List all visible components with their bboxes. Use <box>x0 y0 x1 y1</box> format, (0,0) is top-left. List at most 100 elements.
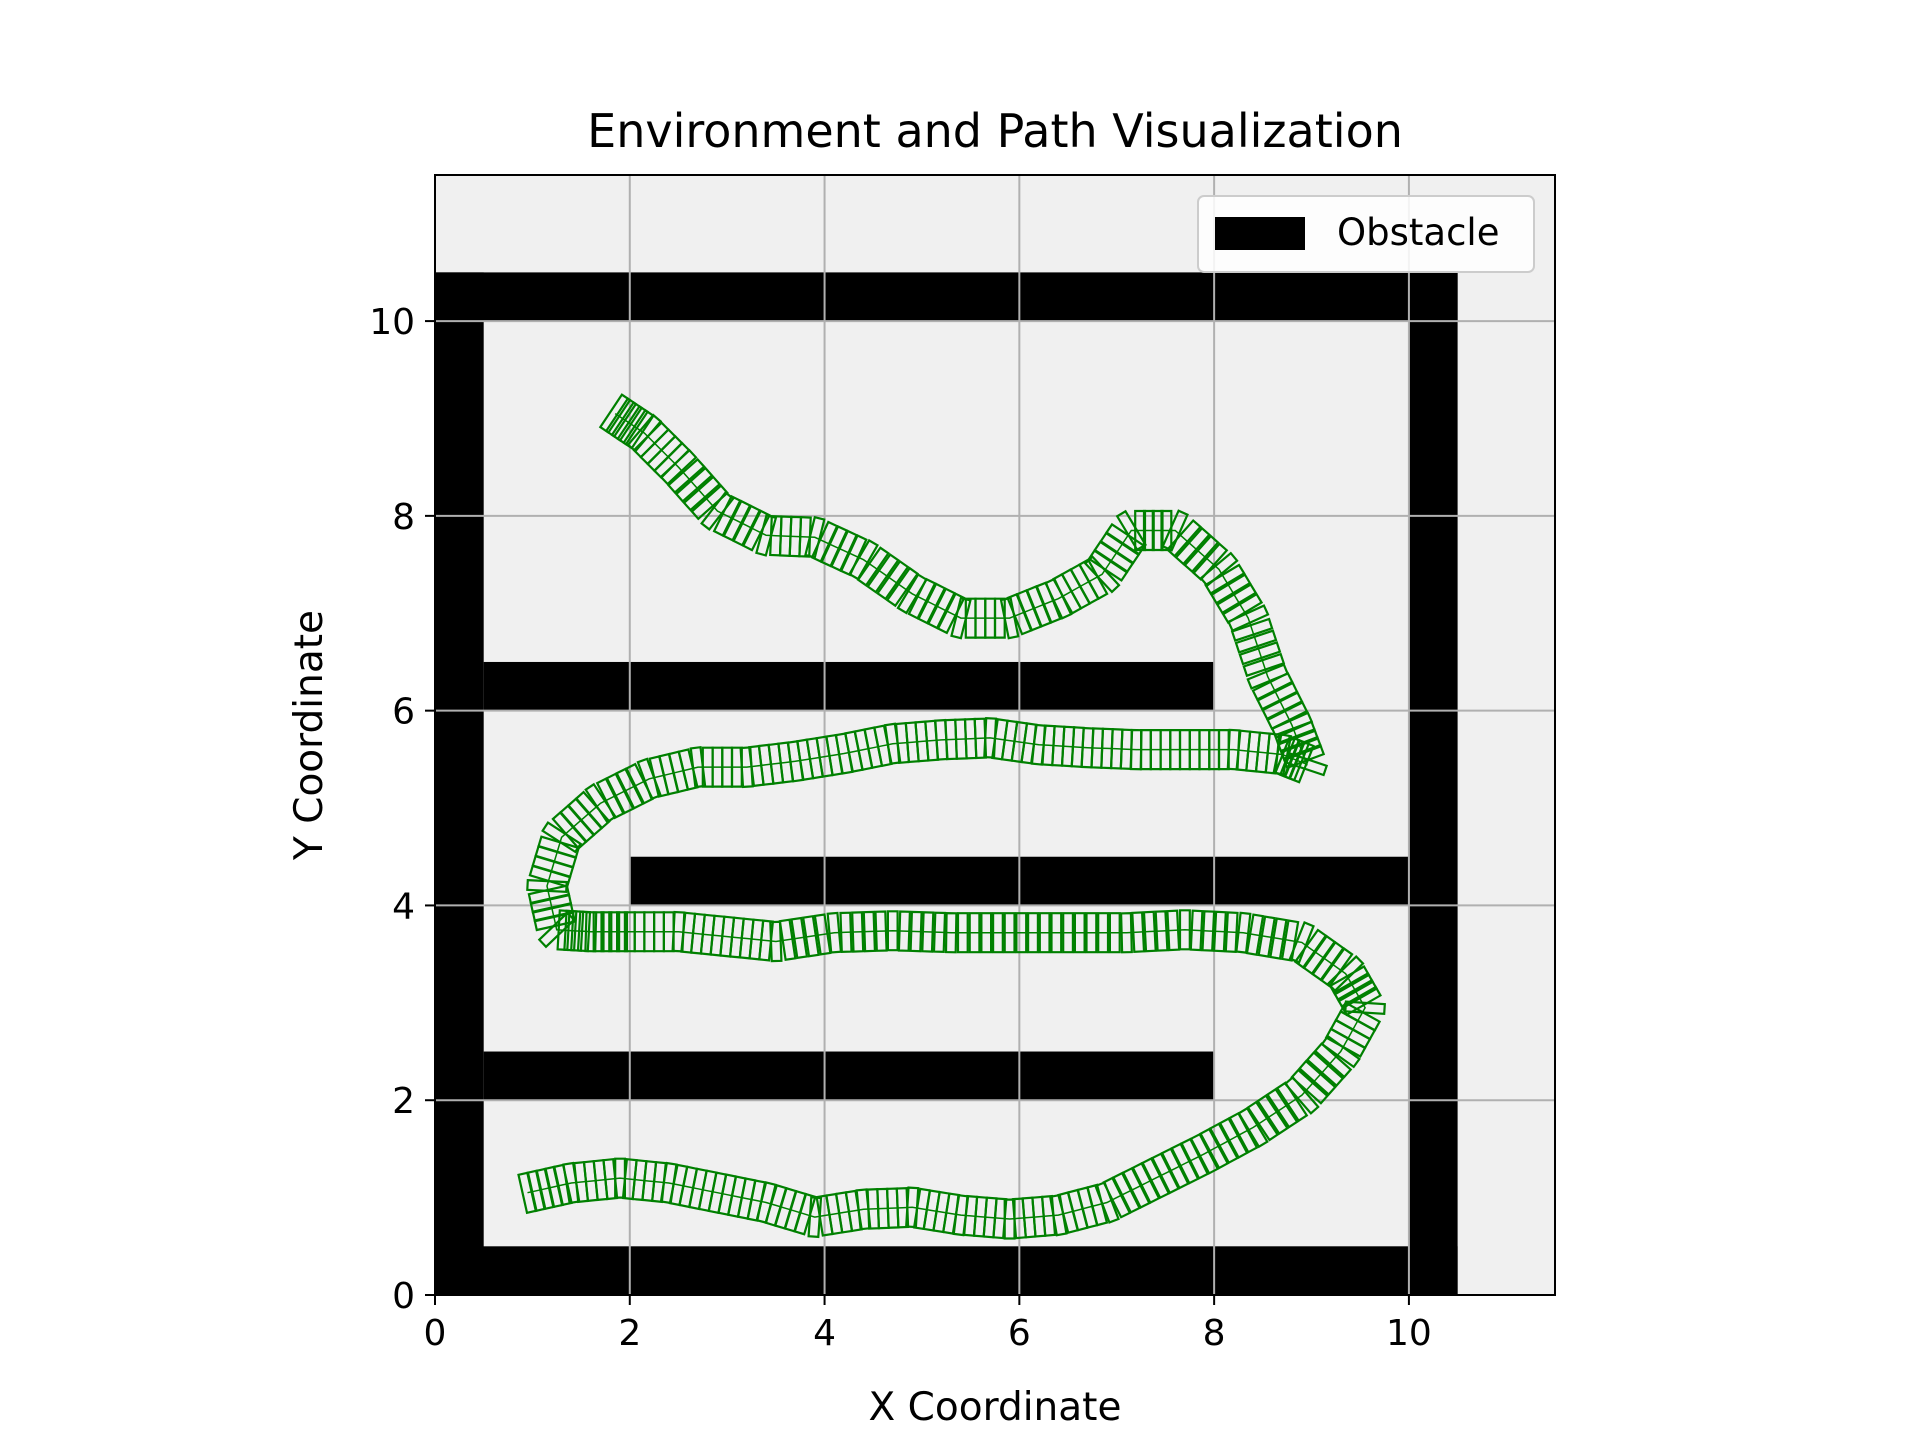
path-pose-277 <box>1215 582 1258 615</box>
path-pose-317 <box>876 559 910 601</box>
obstacle-0 <box>435 272 1458 322</box>
path-pose-305 <box>999 596 1020 640</box>
path-pose-119 <box>1073 912 1086 954</box>
path-pose-134 <box>897 910 912 952</box>
path-pose-127 <box>980 912 993 954</box>
path-pose-110 <box>1178 909 1191 951</box>
path-pose-143 <box>790 916 809 960</box>
path-pose-103 <box>1257 915 1276 958</box>
path-pose-118 <box>1085 912 1098 954</box>
path-pose-116 <box>1108 912 1121 954</box>
path-pose-101 <box>1280 919 1300 962</box>
path-pose-350 <box>598 393 632 435</box>
path-pose-338 <box>674 466 714 503</box>
path-pose-81 <box>1290 1068 1329 1105</box>
path-pose-128 <box>968 912 981 954</box>
path-pose-345 <box>626 413 663 453</box>
path-pose-74 <box>1228 1111 1259 1154</box>
path-pose-331 <box>741 509 771 552</box>
path-pose-316 <box>885 566 920 608</box>
path-pose-320 <box>847 538 880 581</box>
path-pose-66 <box>1150 1152 1180 1195</box>
y-tick-label-5: 10 <box>369 302 415 343</box>
path-pose-95 <box>1326 955 1365 993</box>
legend-obstacle-swatch <box>1215 217 1305 250</box>
path-pose-102 <box>1269 917 1288 960</box>
x-axis-ticks: 0 2 4 6 8 10 <box>424 1295 1432 1354</box>
path-pose-174 <box>527 884 571 906</box>
path-pose-278 <box>1209 573 1252 605</box>
path-pose-129 <box>956 912 969 954</box>
path-pose-160 <box>623 911 636 953</box>
obstacle-1 <box>1408 272 1458 1295</box>
path-pose-295 <box>1083 555 1121 594</box>
path-pose-283 <box>1174 526 1211 566</box>
x-tick-label-3: 6 <box>1008 1313 1031 1354</box>
path-pose-333 <box>722 499 752 542</box>
path-pose-80 <box>1283 1075 1320 1115</box>
path-pose-117 <box>1097 912 1110 954</box>
path-pose-267 <box>1261 691 1304 721</box>
path-pose-92 <box>1336 978 1379 1010</box>
path-pose-262 <box>1279 735 1323 762</box>
path-pose-265 <box>1270 711 1314 740</box>
path-pose-188 <box>615 767 645 810</box>
path-pose-125 <box>1003 912 1016 954</box>
path-pose-123 <box>1026 912 1040 954</box>
path-pose-309 <box>964 597 977 639</box>
path-pose-135 <box>886 910 899 952</box>
y-tick-label-2: 4 <box>392 886 415 927</box>
path-pose-93 <box>1332 971 1375 1003</box>
x-tick-label-0: 0 <box>424 1313 447 1354</box>
path-pose-111 <box>1166 909 1181 952</box>
path-pose-266 <box>1266 701 1309 731</box>
path-pose-271 <box>1242 652 1286 678</box>
path-pose-126 <box>991 912 1004 954</box>
path-pose-163 <box>600 911 613 953</box>
obstacle-3 <box>435 272 484 1295</box>
obstacle-4 <box>483 661 1215 711</box>
path-pose-106 <box>1224 911 1239 953</box>
path-pose-138 <box>851 911 865 953</box>
path-pose-112 <box>1154 910 1169 952</box>
path-pose-280 <box>1199 551 1239 588</box>
path-pose-115 <box>1119 911 1133 954</box>
path-pose-105 <box>1235 911 1252 954</box>
path-pose-69 <box>1180 1137 1210 1180</box>
x-tick-label-2: 4 <box>813 1313 836 1354</box>
obstacle-2 <box>435 1246 1458 1295</box>
path-pose-337 <box>682 475 722 512</box>
path-pose-109 <box>1189 909 1204 952</box>
path-trace <box>527 412 1366 1220</box>
x-axis-label: X Coordinate <box>869 1385 1122 1430</box>
path-pose-336 <box>690 484 729 521</box>
path-pose-276 <box>1221 592 1264 625</box>
path-pose-346 <box>622 408 655 450</box>
path-pose-104 <box>1245 913 1265 956</box>
path-pose-311 <box>936 592 966 635</box>
path-pose-83 <box>1305 1050 1345 1088</box>
path-pose-273 <box>1234 629 1278 654</box>
path-pose-113 <box>1142 910 1157 953</box>
chart-title: Environment and Path Visualization <box>587 104 1403 158</box>
path-pose-64 <box>1131 1161 1161 1205</box>
path-pose-79 <box>1275 1081 1309 1123</box>
path-pose-107 <box>1212 910 1227 953</box>
path-pose-315 <box>896 573 928 615</box>
path-pose-108 <box>1201 910 1216 952</box>
path-pose-166 <box>576 910 592 953</box>
path-pose-132 <box>921 911 935 953</box>
path-pose-339 <box>666 457 706 495</box>
path-pose-141 <box>813 913 832 956</box>
path-pose-30 <box>807 1196 823 1239</box>
path-pose-99 <box>1293 928 1328 969</box>
path-pose-169 <box>556 909 571 952</box>
path-pose-133 <box>909 910 923 953</box>
path-pose-62 <box>1111 1171 1141 1214</box>
path-pose-144 <box>778 918 797 961</box>
path-pose-136 <box>874 910 888 952</box>
path-pose-281 <box>1192 542 1229 581</box>
path-pose-313 <box>917 582 947 625</box>
legend-obstacle-label: Obstacle <box>1337 211 1499 254</box>
